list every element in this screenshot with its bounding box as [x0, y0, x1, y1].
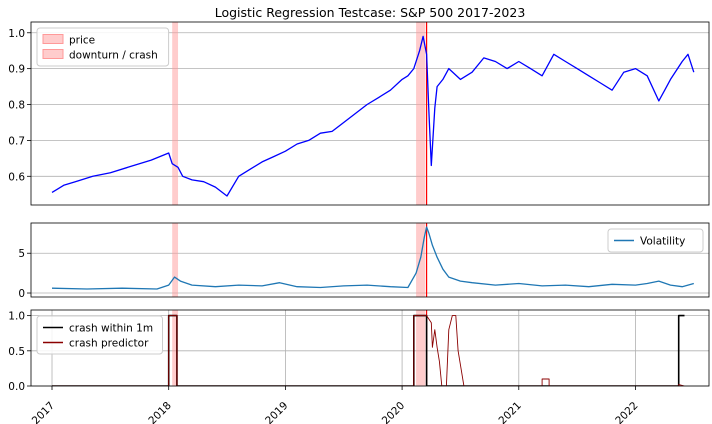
x-tick-label: 2019 [263, 400, 290, 424]
x-tick-label: 2020 [380, 400, 407, 424]
x-tick-label: 2022 [613, 400, 640, 424]
legend: crash within 1m crash predictor [36, 315, 163, 355]
legend: Volatility [607, 228, 704, 253]
y-tick-label: 0.6 [8, 171, 25, 183]
y-tick-label: 0.9 [8, 64, 25, 76]
legend-swatch [42, 49, 64, 59]
legend-box [36, 27, 170, 67]
axes-frame [30, 309, 710, 387]
y-tick-label: 0.8 [8, 100, 25, 112]
downturn-span [416, 310, 426, 386]
series-line-price [51, 35, 695, 197]
downturn-span [172, 310, 179, 386]
legend-swatch [42, 34, 64, 44]
x-tick-label: 2017 [30, 400, 57, 424]
y-tick-label: 0.0 [8, 381, 25, 393]
downturn-span [172, 223, 179, 297]
legend-label: crash within 1m [69, 323, 153, 335]
y-tick-label: 0 [18, 288, 25, 300]
y-tick-label: 1.0 [8, 311, 25, 323]
legend-label: Volatility [640, 236, 685, 248]
downturn-span [416, 22, 426, 205]
y-tick-label: 1.0 [8, 28, 25, 40]
chart-title: Logistic Regression Testcase: S&P 500 20… [215, 5, 526, 20]
x-tick-label: 2018 [146, 400, 173, 424]
legend-box [607, 228, 704, 253]
y-tick-label: 0.5 [8, 346, 25, 358]
downturn-span [172, 22, 179, 205]
series-line-volatility [51, 226, 694, 290]
x-tick-label: 2021 [497, 400, 524, 424]
panel-3: 0.0 0.5 1.0 2017 2018 2019 2020 2021 2022 crash w… [8, 309, 710, 424]
legend-label: downturn / crash [69, 50, 158, 62]
y-tick-label: 0.7 [8, 135, 25, 147]
downturn-span [416, 223, 426, 297]
y-tick-label: 5 [18, 248, 25, 260]
series-line-crash-predictor [52, 315, 685, 386]
legend-box [36, 315, 163, 355]
legend: price downturn / crash [36, 27, 170, 67]
legend-label: crash predictor [69, 338, 149, 350]
axes-frame [30, 222, 710, 298]
axes-frame [30, 21, 710, 206]
legend-label: price [69, 35, 95, 47]
panel-2: 0 5 Volatility [18, 222, 710, 300]
panel-1: 0.6 0.7 0.8 0.9 1.0 price downturn / crash [8, 21, 710, 206]
